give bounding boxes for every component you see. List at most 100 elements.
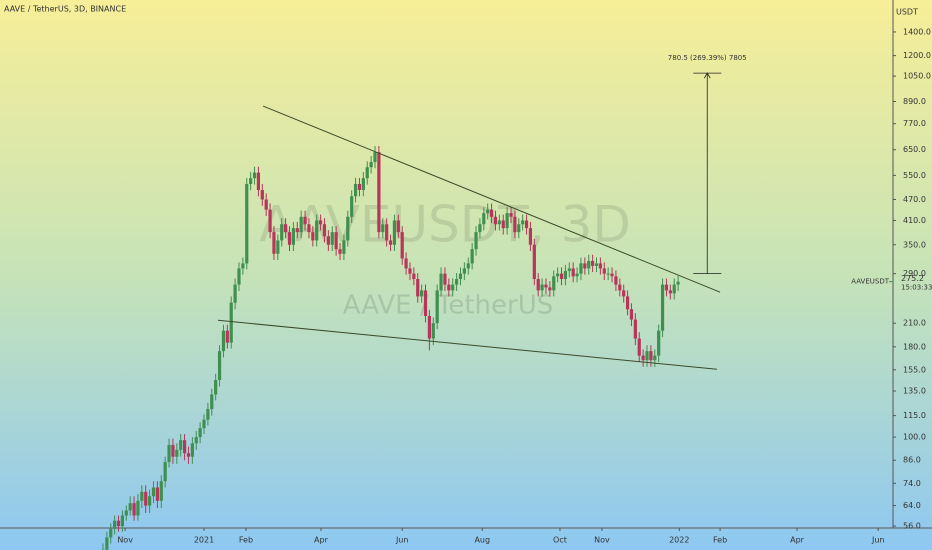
candle-body: [435, 290, 439, 324]
last-price-symbol: AAVEUSDT: [851, 278, 889, 286]
candle-body: [295, 228, 299, 233]
x-tick-label: Feb: [713, 536, 727, 545]
candle-body: [392, 220, 397, 245]
y-tick-label: 1050.0: [903, 72, 931, 81]
candle-body: [190, 443, 194, 457]
candle-body: [221, 330, 226, 352]
candle-body: [672, 284, 676, 294]
last-price-value: 275.2: [901, 274, 924, 283]
candle-body: [657, 330, 661, 356]
candle-body: [540, 284, 544, 291]
candle-body: [501, 220, 505, 229]
candle-body: [676, 281, 680, 285]
candle-body: [629, 309, 634, 320]
candle-body: [128, 503, 132, 511]
last-price-countdown: 15:03:33: [901, 284, 932, 292]
candle-body: [350, 196, 354, 217]
candle-body: [276, 240, 280, 254]
y-tick-label: 410.0: [903, 216, 926, 225]
candle-body: [144, 491, 148, 506]
candle-body: [653, 355, 657, 361]
candle-body: [408, 268, 412, 274]
candle-body: [260, 190, 264, 200]
y-tick-label: 115.0: [903, 411, 926, 420]
candle-body: [202, 419, 206, 429]
candle-body: [536, 279, 540, 291]
y-tick-label: 1200.0: [903, 51, 931, 60]
candle-body: [451, 284, 455, 291]
candle-body: [455, 279, 459, 285]
candle-body: [489, 209, 494, 217]
trendline: [217, 319, 718, 370]
candle-body: [233, 284, 237, 303]
candle-body: [579, 263, 583, 274]
candle-body: [470, 249, 474, 264]
candle-body: [532, 244, 536, 280]
candle-body: [194, 437, 198, 444]
candle-body: [179, 440, 183, 450]
candle-body: [291, 228, 295, 245]
candle-body: [606, 273, 610, 275]
candle-body: [342, 240, 346, 254]
candle-body: [400, 232, 404, 259]
y-tick-label: 155.0: [903, 365, 926, 374]
x-tick-label: Oct: [553, 536, 567, 545]
candle-body: [625, 296, 630, 310]
candle-body: [423, 290, 428, 317]
candle-body: [210, 394, 214, 410]
candle-body: [544, 284, 548, 288]
measure-arrow: [703, 72, 711, 79]
currency-label: USDT: [896, 8, 918, 17]
candle-body: [175, 449, 179, 457]
candle-body: [388, 240, 393, 245]
candle-body: [548, 287, 552, 291]
candle-body: [318, 220, 323, 225]
candle-body: [645, 351, 649, 361]
x-tick-label: Jun: [871, 536, 885, 545]
candle-body: [602, 268, 606, 274]
candle-body: [610, 273, 614, 277]
candle-body: [668, 290, 672, 294]
candle-body: [171, 444, 175, 457]
candle-body: [245, 183, 249, 264]
x-tick-label: Feb: [239, 536, 253, 545]
candle-body: [326, 236, 330, 245]
candle-body: [563, 271, 568, 280]
candle-body: [497, 220, 501, 225]
candle-body: [163, 462, 167, 482]
candle-body: [614, 276, 618, 285]
candle-body: [583, 263, 587, 269]
y-tick-label: 650.0: [903, 145, 926, 154]
candle-body: [439, 273, 443, 291]
y-tick-label: 470.0: [903, 195, 926, 204]
candle-body: [256, 172, 261, 191]
candle-body: [416, 279, 420, 297]
candle-body: [132, 503, 136, 516]
candle-body: [241, 263, 245, 269]
candle-body: [641, 355, 645, 361]
candle-body: [396, 220, 400, 233]
y-tick-label: 100.0: [903, 433, 926, 442]
candle-body: [505, 213, 509, 229]
candle-body: [556, 273, 560, 277]
candle-body: [493, 216, 498, 225]
candle-body: [369, 162, 373, 168]
y-tick-label: 290.0: [903, 269, 926, 278]
y-tick-label: 770.0: [903, 119, 926, 128]
candle-body: [167, 444, 171, 463]
candle-body: [618, 284, 622, 291]
candle-body: [217, 351, 222, 381]
candle-body: [249, 178, 253, 184]
x-tick-label: Aug: [474, 536, 490, 545]
candle-body: [357, 183, 362, 191]
x-tick-label: Jun: [395, 536, 409, 545]
candle-body: [311, 232, 315, 241]
candle-body: [482, 213, 486, 225]
candle-body: [385, 224, 389, 241]
x-tick-label: 2022: [669, 536, 689, 545]
candle-body: [594, 263, 599, 266]
candle-body: [148, 496, 152, 506]
candle-body: [229, 302, 233, 343]
